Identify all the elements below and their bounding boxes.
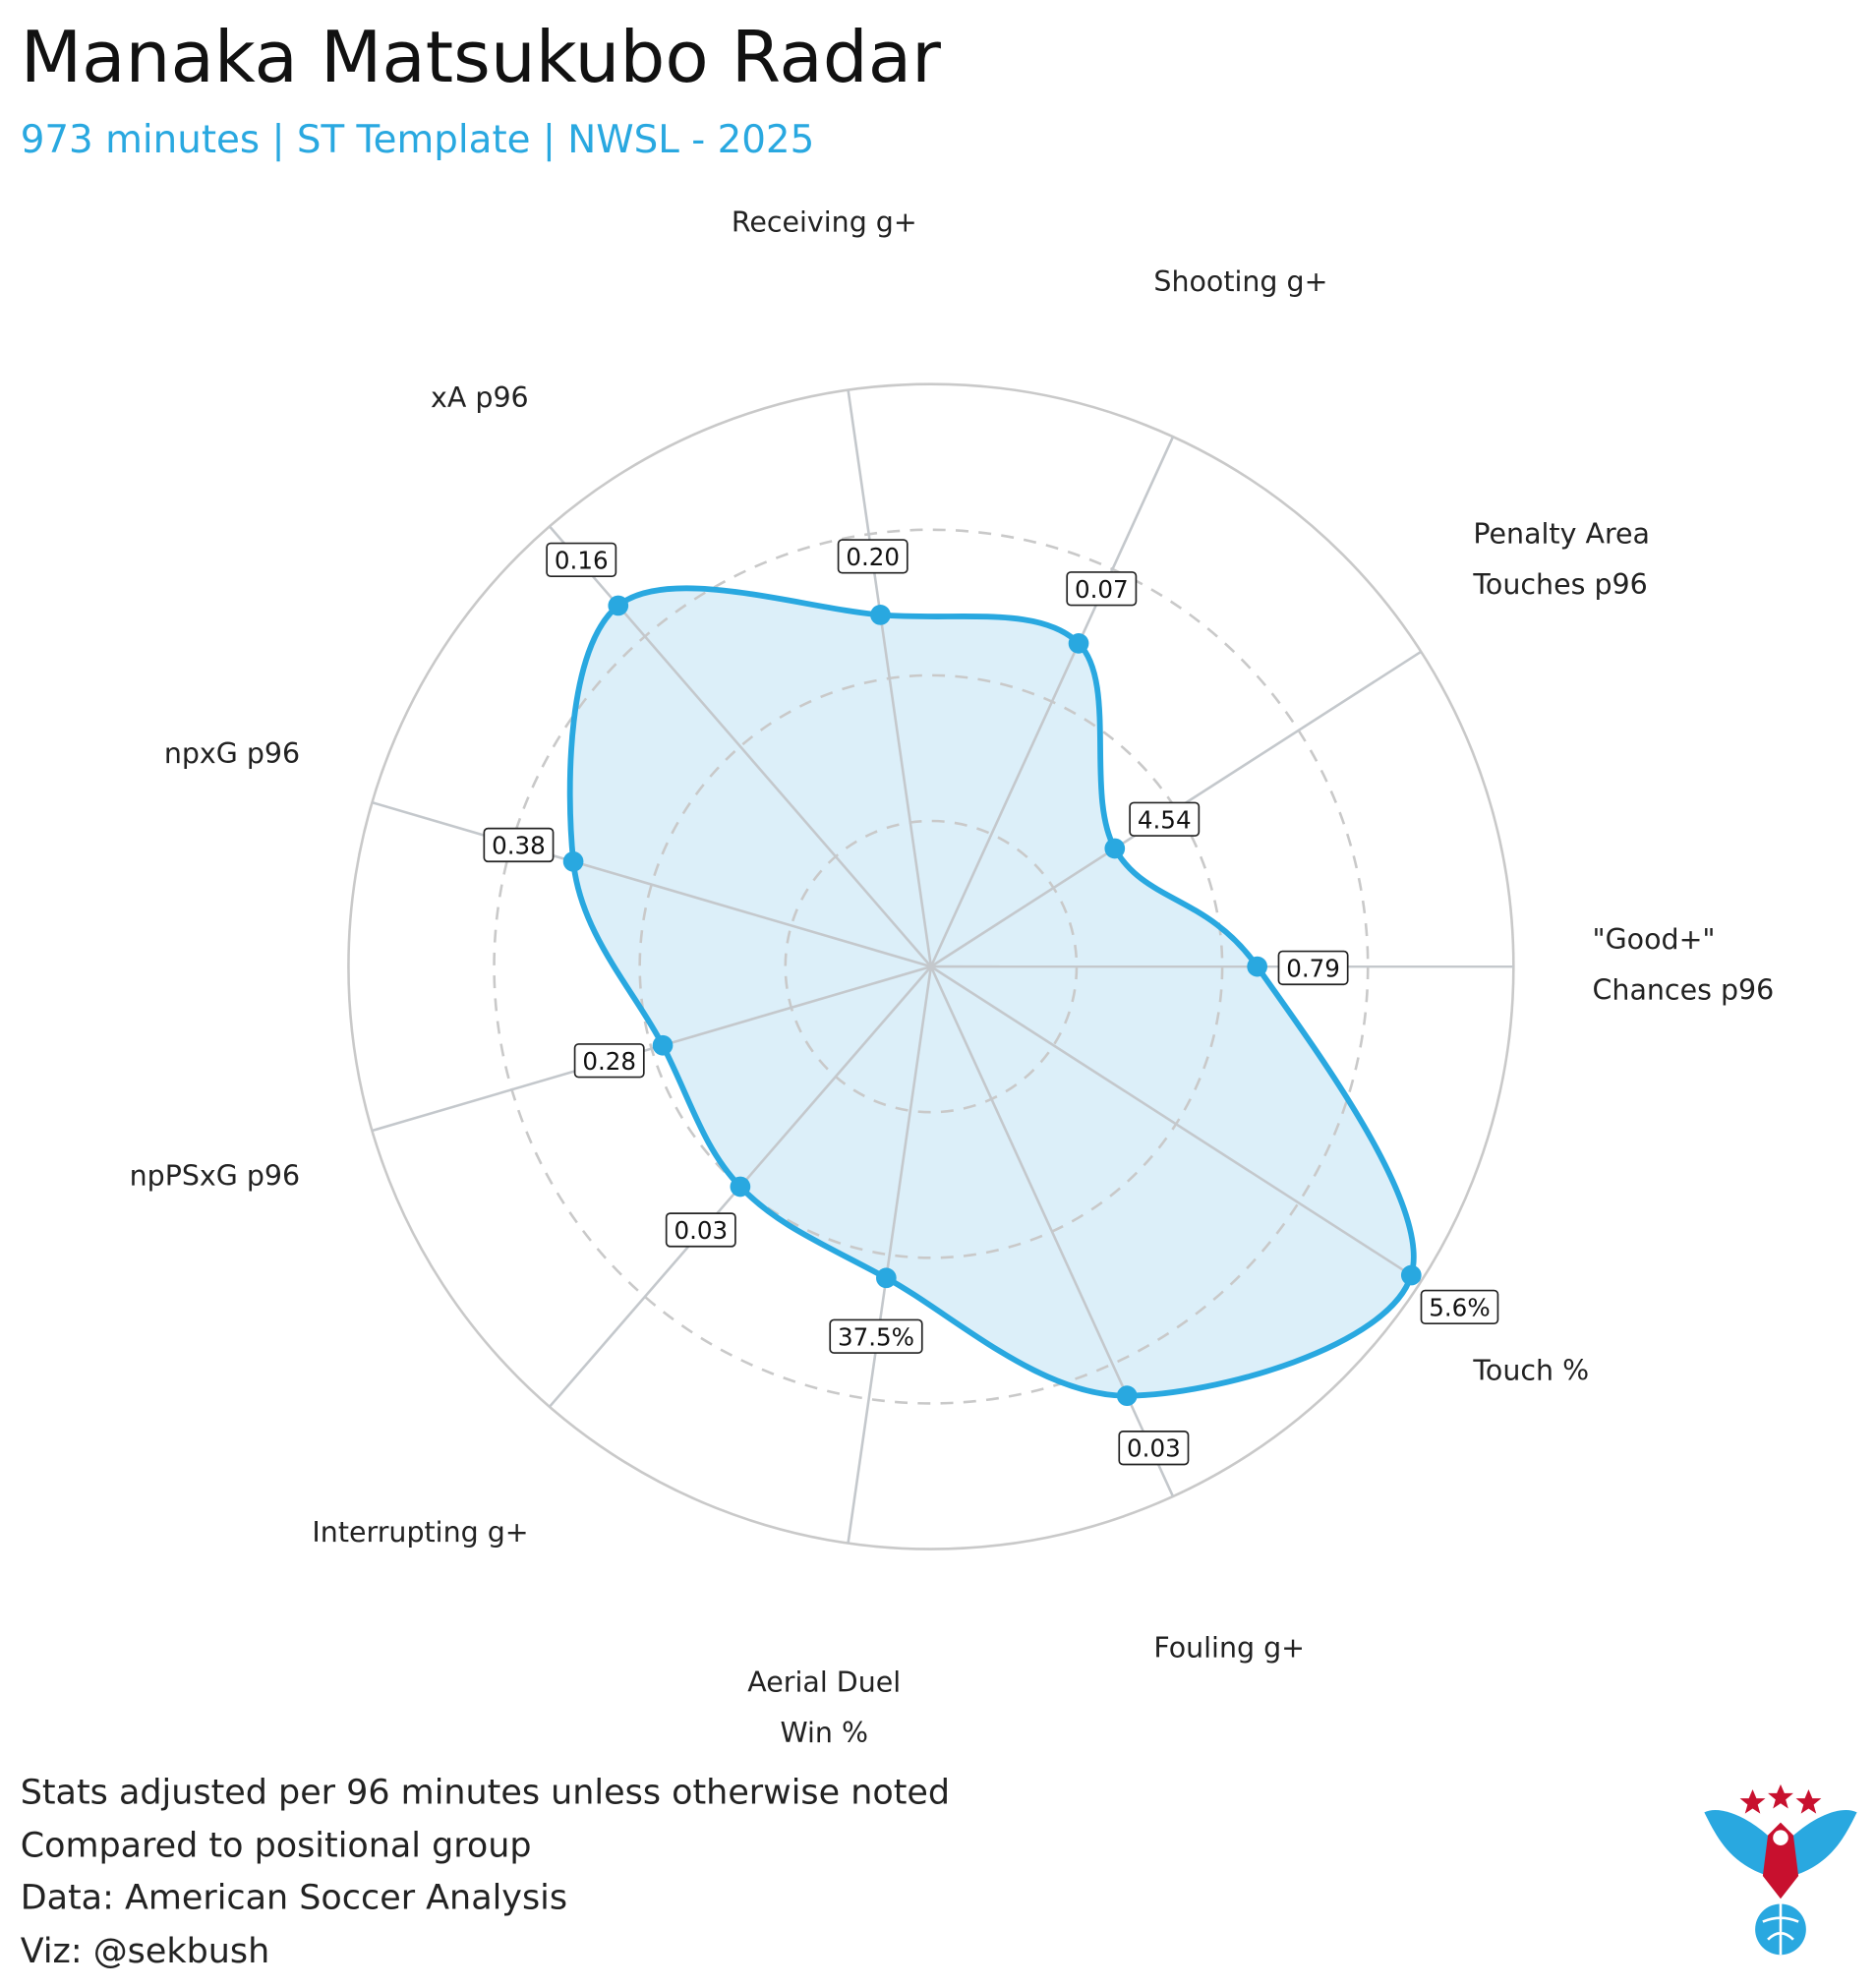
footnote: Viz: @sekbush bbox=[20, 1931, 270, 1971]
value-label-box bbox=[546, 542, 617, 578]
value-label-box bbox=[483, 827, 555, 863]
value-label: 0.38 bbox=[483, 827, 555, 863]
data-point bbox=[562, 850, 584, 872]
value-label: 4.54 bbox=[1129, 801, 1201, 837]
value-label-box bbox=[1420, 1289, 1499, 1325]
axis-label: Touch % bbox=[1473, 1355, 1590, 1388]
value-label: 0.28 bbox=[573, 1043, 645, 1079]
value-label: 37.5% bbox=[829, 1318, 923, 1354]
chart-title: Manaka Matsukubo Radar bbox=[21, 17, 941, 99]
data-point bbox=[1247, 956, 1268, 977]
spoke bbox=[929, 965, 1175, 1497]
spoke bbox=[372, 965, 932, 1133]
data-point bbox=[1104, 838, 1126, 859]
footnote: Stats adjusted per 96 minutes unless oth… bbox=[20, 1773, 951, 1813]
data-point bbox=[1400, 1264, 1422, 1286]
value-label-text: 4.54 bbox=[1138, 805, 1192, 834]
value-label-text: 0.16 bbox=[555, 546, 609, 574]
value-label-text: 0.79 bbox=[1286, 954, 1340, 982]
axis-label: Receiving g+ bbox=[731, 206, 917, 240]
spoke bbox=[929, 436, 1175, 967]
value-label-box bbox=[1277, 950, 1349, 986]
value-label-text: 0.07 bbox=[1075, 575, 1129, 604]
value-label-text: 0.03 bbox=[674, 1216, 728, 1245]
value-label: 0.16 bbox=[546, 542, 617, 578]
axis-label: Interrupting g+ bbox=[312, 1517, 529, 1549]
spoke bbox=[847, 965, 933, 1544]
data-point bbox=[1116, 1385, 1138, 1406]
data-point bbox=[652, 1034, 674, 1056]
value-label: 0.20 bbox=[837, 539, 909, 574]
axis-label: npPSxG p96 bbox=[129, 1161, 301, 1194]
chart-subtitle: 973 minutes | ST Template | NWSL - 2025 bbox=[21, 118, 815, 162]
axis-label: Fouling g+ bbox=[1153, 1632, 1306, 1665]
spoke bbox=[847, 389, 933, 967]
value-label: 0.03 bbox=[665, 1212, 736, 1248]
radar-area bbox=[569, 588, 1414, 1396]
axis-label: Aerial Duel Win % bbox=[747, 1666, 902, 1750]
axis-label: Shooting g+ bbox=[1153, 267, 1328, 300]
value-label: 0.07 bbox=[1066, 571, 1138, 607]
value-label-box bbox=[1118, 1431, 1190, 1466]
value-label-text: 0.38 bbox=[492, 832, 546, 860]
value-label-text: 0.03 bbox=[1127, 1434, 1181, 1463]
data-point bbox=[875, 1267, 897, 1289]
axis-label: xA p96 bbox=[431, 382, 529, 415]
value-label-box bbox=[1066, 571, 1138, 607]
value-label-box bbox=[829, 1318, 923, 1354]
value-label-box bbox=[837, 539, 909, 574]
value-label-text: 5.6% bbox=[1429, 1293, 1490, 1321]
spoke bbox=[372, 800, 932, 968]
data-point bbox=[1068, 633, 1089, 654]
spoke bbox=[930, 965, 1422, 1283]
value-label: 5.6% bbox=[1420, 1289, 1499, 1325]
logo bbox=[1704, 1783, 1857, 1956]
data-point bbox=[870, 605, 891, 625]
value-label-box bbox=[1129, 801, 1201, 837]
value-label: 0.79 bbox=[1277, 950, 1349, 986]
axis-label: Penalty Area Touches p96 bbox=[1473, 518, 1650, 602]
value-label-text: 0.28 bbox=[582, 1047, 636, 1076]
data-point bbox=[730, 1176, 751, 1198]
value-label-box bbox=[573, 1043, 645, 1079]
axis-label: npxG p96 bbox=[163, 738, 301, 771]
value-label-box bbox=[665, 1212, 736, 1248]
footnote: Data: American Soccer Analysis bbox=[20, 1878, 568, 1918]
data-point bbox=[608, 595, 629, 616]
value-label: 0.03 bbox=[1118, 1431, 1190, 1466]
axis-label: "Good+" Chances p96 bbox=[1592, 924, 1775, 1008]
value-label-text: 37.5% bbox=[838, 1322, 914, 1351]
value-label-text: 0.20 bbox=[846, 543, 900, 571]
footnote: Compared to positional group bbox=[20, 1825, 532, 1866]
